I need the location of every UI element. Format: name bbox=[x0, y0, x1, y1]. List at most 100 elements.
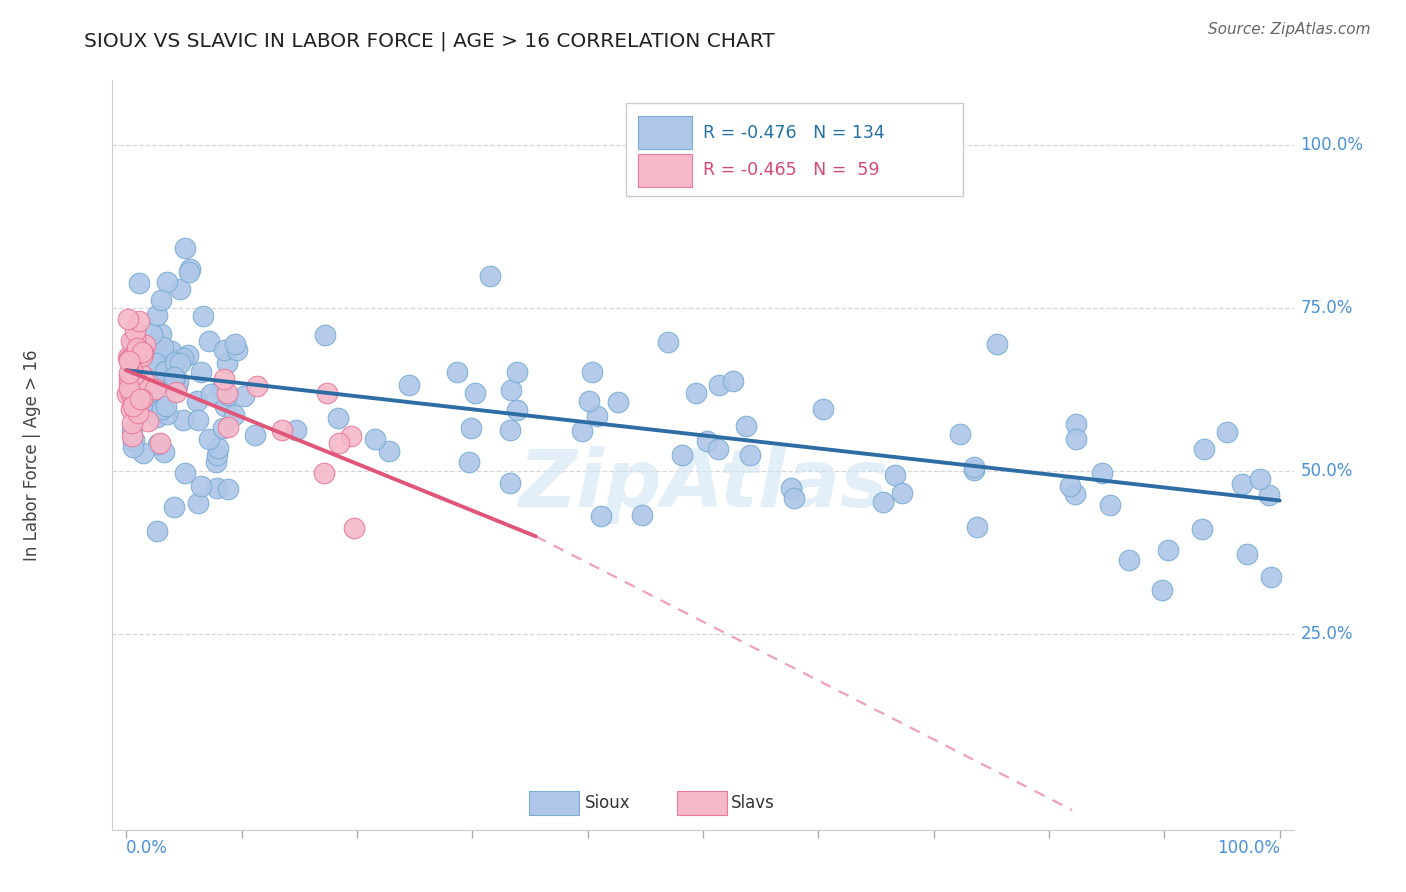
Point bbox=[1118, 552, 1140, 566]
Point bbox=[167, 374, 190, 388]
Point bbox=[125, 341, 148, 355]
Point bbox=[121, 423, 143, 437]
Point bbox=[198, 433, 221, 447]
Point bbox=[398, 378, 420, 392]
Point bbox=[205, 481, 228, 495]
Point bbox=[120, 402, 142, 417]
Text: 100.0%: 100.0% bbox=[1301, 136, 1364, 154]
Point bbox=[129, 392, 152, 406]
Point bbox=[124, 368, 146, 382]
Point bbox=[506, 365, 529, 379]
Point bbox=[986, 336, 1008, 351]
Point bbox=[150, 345, 173, 359]
Point bbox=[125, 401, 148, 416]
Point bbox=[173, 242, 195, 256]
Point bbox=[782, 491, 804, 505]
Point bbox=[217, 386, 239, 401]
Point bbox=[591, 508, 613, 523]
Point bbox=[155, 407, 177, 421]
Point bbox=[141, 384, 163, 399]
Point bbox=[134, 337, 156, 351]
Point bbox=[131, 345, 153, 359]
Point bbox=[963, 462, 986, 476]
Point bbox=[506, 402, 529, 417]
Point bbox=[143, 382, 166, 396]
Point bbox=[811, 401, 834, 416]
FancyBboxPatch shape bbox=[638, 153, 692, 186]
Point bbox=[343, 521, 366, 535]
Point bbox=[1059, 478, 1081, 492]
Point bbox=[153, 444, 176, 458]
Point bbox=[1064, 417, 1087, 431]
Text: Slavs: Slavs bbox=[731, 794, 775, 812]
Point bbox=[179, 261, 201, 276]
Point bbox=[198, 334, 221, 349]
Point bbox=[501, 384, 523, 398]
Text: 50.0%: 50.0% bbox=[1301, 462, 1353, 480]
Point bbox=[163, 373, 186, 387]
Point bbox=[891, 485, 914, 500]
Point bbox=[131, 349, 153, 363]
Point bbox=[631, 508, 654, 522]
Point bbox=[153, 364, 176, 378]
Point bbox=[1191, 522, 1213, 536]
Point bbox=[285, 423, 308, 437]
Point bbox=[1064, 432, 1087, 446]
Point bbox=[214, 399, 236, 413]
Point bbox=[141, 326, 163, 341]
Point bbox=[177, 348, 200, 362]
Point bbox=[190, 365, 212, 379]
Point bbox=[121, 368, 143, 382]
Text: In Labor Force | Age > 16: In Labor Force | Age > 16 bbox=[22, 349, 41, 561]
Point bbox=[122, 358, 145, 372]
Point bbox=[209, 382, 232, 396]
Point bbox=[315, 386, 337, 401]
Text: 100.0%: 100.0% bbox=[1216, 839, 1279, 857]
Point bbox=[205, 455, 228, 469]
Point bbox=[217, 420, 239, 434]
Point bbox=[127, 406, 149, 420]
Point bbox=[479, 268, 502, 283]
Point bbox=[685, 386, 707, 401]
Point bbox=[132, 446, 155, 460]
Point bbox=[121, 416, 143, 430]
Point bbox=[124, 376, 146, 391]
Text: Source: ZipAtlas.com: Source: ZipAtlas.com bbox=[1208, 22, 1371, 37]
Point bbox=[780, 482, 803, 496]
Point bbox=[212, 421, 235, 435]
Point bbox=[326, 411, 349, 425]
Point bbox=[128, 384, 150, 398]
Point bbox=[217, 356, 239, 370]
Point bbox=[118, 371, 141, 385]
Point bbox=[1216, 425, 1239, 439]
Point bbox=[166, 378, 188, 392]
Point bbox=[246, 379, 269, 393]
Point bbox=[122, 363, 145, 377]
Point bbox=[163, 370, 186, 384]
Point bbox=[446, 365, 468, 379]
Text: ZipAtlas: ZipAtlas bbox=[517, 446, 889, 524]
Point bbox=[124, 330, 146, 344]
Point bbox=[120, 353, 142, 368]
FancyBboxPatch shape bbox=[638, 116, 692, 149]
Point bbox=[160, 371, 183, 385]
Point bbox=[172, 351, 194, 365]
Point bbox=[136, 414, 159, 428]
Point bbox=[243, 428, 266, 442]
Point bbox=[128, 276, 150, 290]
Point bbox=[128, 314, 150, 328]
Point bbox=[312, 466, 335, 480]
Point bbox=[740, 448, 762, 462]
Point bbox=[121, 350, 143, 364]
Text: 75.0%: 75.0% bbox=[1301, 300, 1353, 318]
Point bbox=[117, 384, 139, 398]
Point bbox=[129, 368, 152, 382]
Text: Sioux: Sioux bbox=[585, 794, 630, 812]
Point bbox=[707, 377, 730, 392]
FancyBboxPatch shape bbox=[626, 103, 963, 196]
Point bbox=[1091, 466, 1114, 480]
Point bbox=[124, 433, 146, 447]
Point bbox=[671, 449, 693, 463]
Point bbox=[169, 282, 191, 296]
Point bbox=[134, 376, 156, 390]
